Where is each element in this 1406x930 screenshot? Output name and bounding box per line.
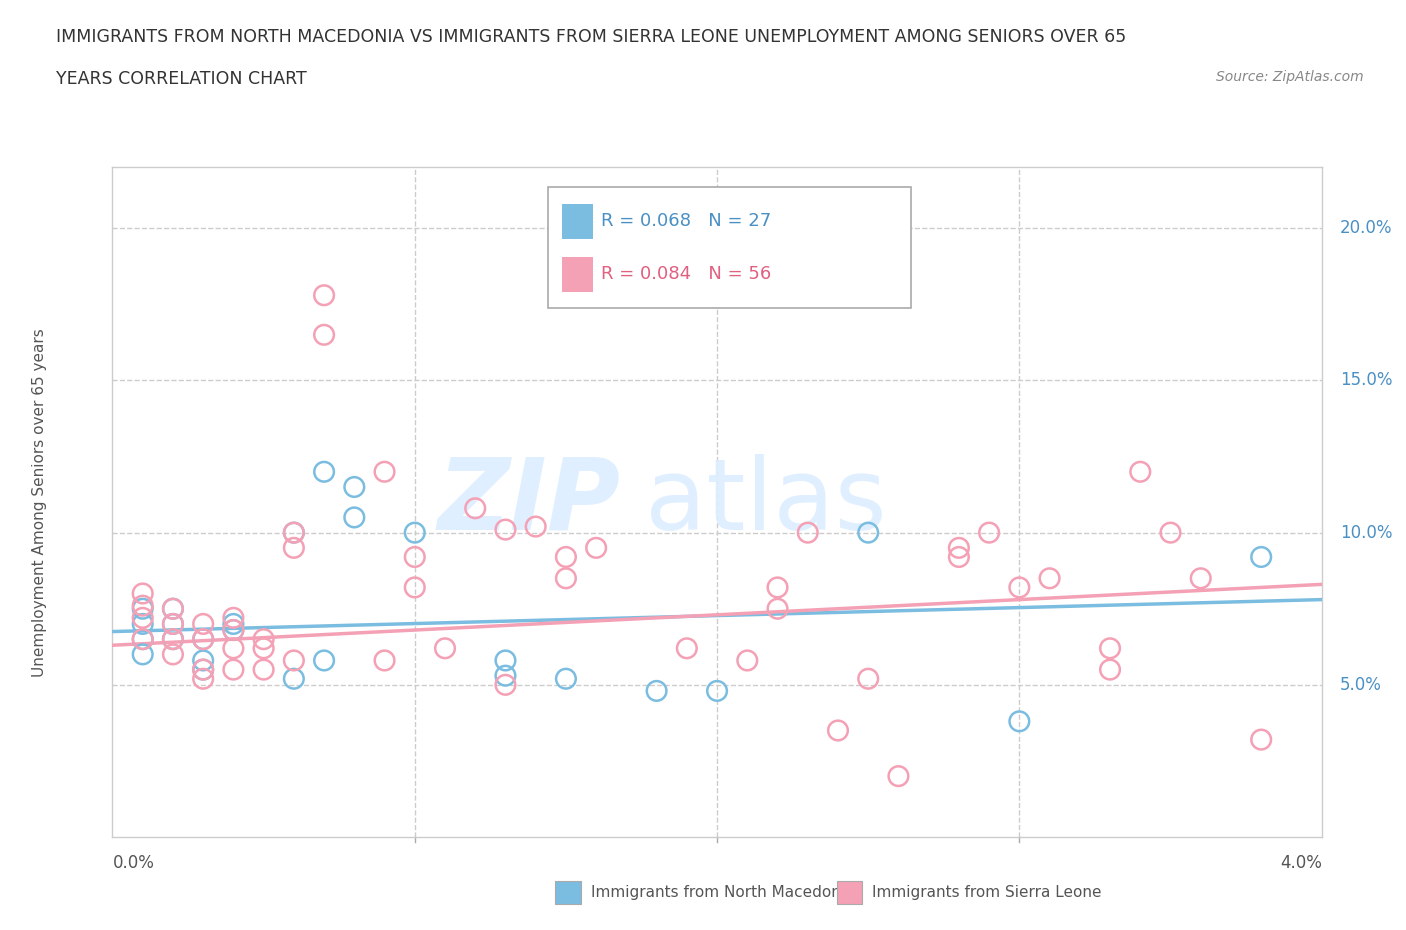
Point xyxy=(495,677,517,692)
Point xyxy=(222,610,245,625)
Point xyxy=(283,525,305,540)
Point xyxy=(464,501,486,516)
Point xyxy=(796,525,818,540)
Point xyxy=(191,671,215,686)
Point xyxy=(283,540,305,555)
Point xyxy=(404,525,426,540)
Point xyxy=(554,671,576,686)
Point xyxy=(495,669,517,684)
Point xyxy=(222,622,245,637)
Point xyxy=(827,723,849,737)
Point xyxy=(132,647,155,662)
Text: YEARS CORRELATION CHART: YEARS CORRELATION CHART xyxy=(56,70,307,87)
Point xyxy=(343,480,366,495)
Point xyxy=(737,653,759,668)
Point xyxy=(404,580,426,595)
Text: Unemployment Among Seniors over 65 years: Unemployment Among Seniors over 65 years xyxy=(32,328,48,677)
Point xyxy=(162,631,184,646)
Text: 15.0%: 15.0% xyxy=(1340,371,1392,390)
Point xyxy=(554,550,576,565)
Point xyxy=(887,769,910,784)
Point xyxy=(979,525,1001,540)
Point xyxy=(222,617,245,631)
Point xyxy=(222,662,245,677)
Text: R = 0.068   N = 27: R = 0.068 N = 27 xyxy=(602,212,772,231)
Point xyxy=(132,631,155,646)
Point xyxy=(132,610,155,625)
Point xyxy=(132,586,155,601)
Point xyxy=(132,602,155,617)
Point xyxy=(856,525,880,540)
Point xyxy=(585,540,607,555)
Point xyxy=(312,653,335,668)
Point xyxy=(312,287,335,302)
Point xyxy=(856,671,880,686)
Point xyxy=(948,540,970,555)
Point xyxy=(1129,464,1152,479)
Text: Immigrants from Sierra Leone: Immigrants from Sierra Leone xyxy=(872,885,1101,900)
Point xyxy=(162,647,184,662)
Point xyxy=(222,641,245,656)
Point xyxy=(132,617,155,631)
Point xyxy=(162,602,184,617)
Point xyxy=(162,602,184,617)
Point xyxy=(554,571,576,586)
Point xyxy=(524,519,547,534)
Point xyxy=(1159,525,1181,540)
Text: atlas: atlas xyxy=(644,454,886,551)
Point xyxy=(495,522,517,537)
Point xyxy=(283,671,305,686)
Point xyxy=(191,631,215,646)
Point xyxy=(1008,714,1031,729)
Point xyxy=(132,598,155,613)
Point xyxy=(1038,571,1062,586)
Point xyxy=(253,631,276,646)
Point xyxy=(191,653,215,668)
Text: 4.0%: 4.0% xyxy=(1279,854,1322,871)
Point xyxy=(1250,732,1272,747)
Point xyxy=(1098,641,1121,656)
Text: IMMIGRANTS FROM NORTH MACEDONIA VS IMMIGRANTS FROM SIERRA LEONE UNEMPLOYMENT AMO: IMMIGRANTS FROM NORTH MACEDONIA VS IMMIG… xyxy=(56,28,1126,46)
Text: R = 0.084   N = 56: R = 0.084 N = 56 xyxy=(602,265,772,284)
Text: Immigrants from North Macedonia: Immigrants from North Macedonia xyxy=(591,885,853,900)
Point xyxy=(253,641,276,656)
Point xyxy=(373,464,396,479)
Point xyxy=(162,617,184,631)
Point xyxy=(283,525,305,540)
Text: 5.0%: 5.0% xyxy=(1340,676,1382,694)
Point xyxy=(433,641,456,656)
Point xyxy=(191,631,215,646)
Point xyxy=(162,631,184,646)
Point xyxy=(343,510,366,525)
Point xyxy=(706,684,728,698)
Text: ZIP: ZIP xyxy=(437,454,620,551)
Point xyxy=(132,631,155,646)
Text: Source: ZipAtlas.com: Source: ZipAtlas.com xyxy=(1216,70,1364,84)
Point xyxy=(191,662,215,677)
Point xyxy=(162,617,184,631)
Point xyxy=(1189,571,1212,586)
Point xyxy=(495,653,517,668)
Point xyxy=(253,662,276,677)
Point xyxy=(1098,662,1121,677)
Point xyxy=(191,662,215,677)
Point xyxy=(948,550,970,565)
Point xyxy=(404,550,426,565)
Point xyxy=(191,617,215,631)
Point xyxy=(675,641,697,656)
Point xyxy=(283,653,305,668)
Point xyxy=(766,580,789,595)
Text: 20.0%: 20.0% xyxy=(1340,219,1392,237)
Point xyxy=(312,327,335,342)
Point xyxy=(645,684,668,698)
Point xyxy=(766,602,789,617)
Text: 0.0%: 0.0% xyxy=(112,854,155,871)
Point xyxy=(222,622,245,637)
Point xyxy=(1250,550,1272,565)
Text: 10.0%: 10.0% xyxy=(1340,524,1392,541)
Point xyxy=(373,653,396,668)
Point xyxy=(1008,580,1031,595)
Point xyxy=(312,464,335,479)
